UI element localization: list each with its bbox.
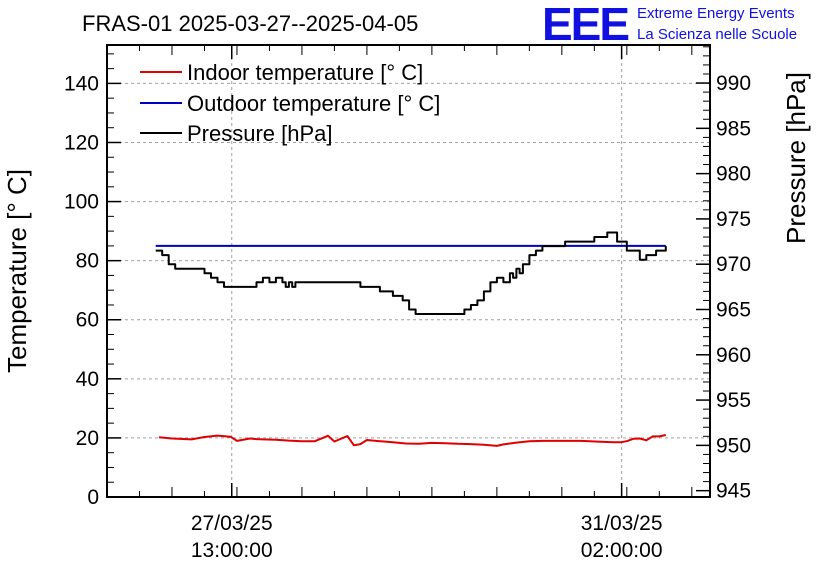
y-tick-label-1: 20 <box>76 427 99 450</box>
y-tick-label-4: 80 <box>76 250 99 273</box>
x-tick-label-date-1: 31/03/25 <box>581 512 663 535</box>
logo-mark: EEE <box>542 0 628 50</box>
y2-tick-label-7: 980 <box>716 163 751 186</box>
eee-logo: EEE Extreme Energy Events La Scienza nel… <box>542 0 797 50</box>
legend-label-pressure: Pressure [hPa] <box>187 121 333 146</box>
y-tick-label-5: 100 <box>64 191 99 214</box>
y-tick-label-2: 40 <box>76 368 99 391</box>
x-tick-label-time-1: 02:00:00 <box>581 539 663 562</box>
y-tick-label-3: 60 <box>76 309 99 332</box>
y2-tick-label-9: 990 <box>716 72 751 95</box>
series-line-0 <box>158 434 667 447</box>
plot-frame <box>106 44 711 498</box>
chart-title: FRAS-01 2025-03-27--2025-04-05 <box>82 11 418 36</box>
y2-tick-label-2: 955 <box>716 389 751 412</box>
axes: 0 20 40 60 80 100 120 140 945 950 955 960 965 970 975 9… <box>64 45 751 562</box>
y2-tick-label-3: 960 <box>716 344 751 367</box>
grid <box>107 45 710 497</box>
legend-label-indoor: Indoor temperature [° C] <box>187 60 423 85</box>
x-tick-label-date-0: 27/03/25 <box>191 512 273 535</box>
y-axis-title: Temperature [° C] <box>2 169 32 373</box>
y2-tick-label-0: 945 <box>716 480 751 503</box>
plot-series <box>155 231 667 447</box>
logo-line-2: La Scienza nelle Scuole <box>637 26 797 43</box>
legend-label-outdoor: Outdoor temperature [° C] <box>187 91 440 116</box>
series-line-2 <box>155 231 667 315</box>
y2-axis-title: Pressure [hPa] <box>781 72 811 244</box>
y-tick-label-7: 140 <box>64 72 99 95</box>
x-tick-label-time-0: 13:00:00 <box>191 539 273 562</box>
y-tick-label-6: 120 <box>64 131 99 154</box>
legend: Indoor temperature [° C] Outdoor tempera… <box>140 60 440 146</box>
y2-tick-label-8: 985 <box>716 117 751 140</box>
y2-tick-label-4: 965 <box>716 298 751 321</box>
y2-tick-label-6: 975 <box>716 208 751 231</box>
logo-line-1: Extreme Energy Events <box>637 5 795 22</box>
y2-tick-label-5: 970 <box>716 253 751 276</box>
y-tick-label-0: 0 <box>87 486 99 509</box>
y2-tick-label-1: 950 <box>716 434 751 457</box>
